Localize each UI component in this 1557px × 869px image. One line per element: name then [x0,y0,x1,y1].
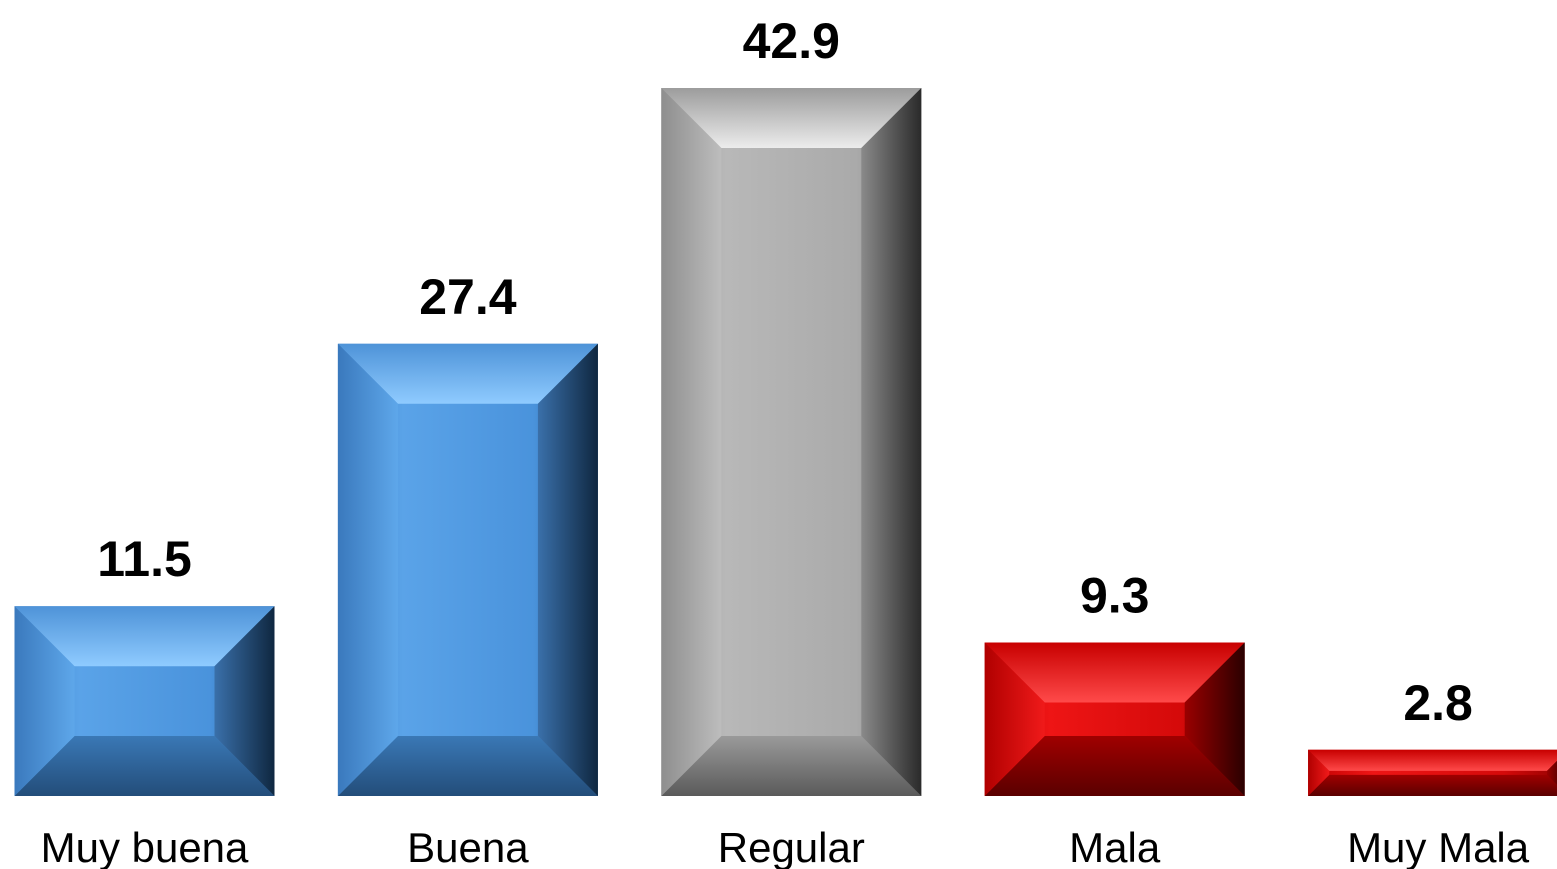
data-label: 11.5 [97,531,192,587]
bar-bevel-top [984,642,1245,703]
data-label: 2.8 [1403,675,1473,731]
bar-bevel-right [537,343,598,796]
bar-bevel-top [14,606,275,667]
labels-layer: 11.5 Muy buena 27.4 Buena 42.9 Regular 9.3 Mala… [41,13,1530,869]
bar-mala [984,642,1245,796]
data-label: 27.4 [419,269,517,325]
bar-bevel-bottom [337,736,598,796]
bar-bevel-bottom [14,736,275,796]
bars-layer [14,88,1557,796]
category-label: Mala [1069,824,1161,869]
data-label: 42.9 [743,13,840,69]
bar-bevel-top [337,343,598,404]
bar-bevel-top [1308,749,1557,771]
bar-bevel-left [337,343,398,796]
bar-muy-mala [1308,749,1557,796]
bar-bevel-top [661,88,922,148]
category-label: Muy Mala [1347,824,1530,869]
bar-bevel-left [1308,749,1330,796]
bar-bevel-right [214,606,275,796]
bar-muy-buena [14,606,275,796]
bar-regular [661,88,922,796]
bar-bevel-bottom [661,736,922,796]
category-label: Muy buena [41,824,249,869]
bar-bevel-left [984,642,1045,796]
bar-bevel-right [1184,642,1245,796]
bar-bevel-left [14,606,75,796]
bar-buena [337,343,598,796]
bar-bevel-left [661,88,722,796]
category-label: Buena [407,824,529,869]
data-label: 9.3 [1080,568,1150,624]
category-label: Regular [718,824,865,869]
bar-bevel-right [861,88,922,796]
bar-bevel-bottom [1308,774,1557,796]
bar-bevel-bottom [984,736,1245,796]
bar-bevel-right [1546,760,1557,785]
